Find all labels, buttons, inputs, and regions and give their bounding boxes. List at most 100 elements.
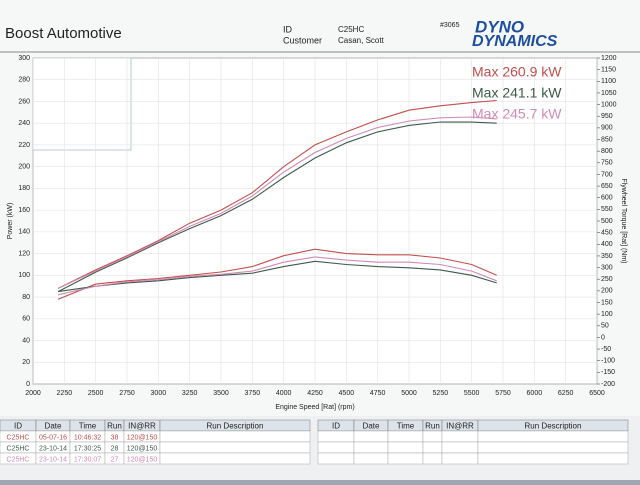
table-header: Run Description [207, 422, 264, 431]
table-cell-text: C25HC [7, 434, 30, 441]
y-tick-label: 0 [26, 381, 30, 388]
y2-tick-label: 950 [601, 113, 613, 120]
table-header: Date [363, 422, 380, 431]
table-cell [387, 441, 424, 454]
torque-line [57, 256, 497, 296]
y2-tick-label: 1100 [601, 78, 616, 85]
y2-tick-label: 250 [601, 276, 613, 283]
y2-tick-label: 600 [601, 195, 613, 202]
table-cell [317, 430, 355, 443]
power-line [57, 116, 497, 289]
y-tick-label: 20 [22, 359, 30, 366]
y-tick-label: 80 [22, 294, 30, 301]
y2-tick-label: 350 [601, 253, 613, 260]
table-header: ID [332, 422, 340, 431]
y2-tick-label: 750 [601, 160, 613, 167]
torque-line [57, 248, 497, 300]
max-annotation: Max 245.7 kW [472, 106, 562, 122]
table-cell-text: 28 [111, 445, 119, 452]
x-tick-label: 6500 [589, 390, 605, 397]
y2-tick-label: 150 [601, 299, 613, 306]
x-tick-label: 3000 [151, 390, 167, 397]
customer-value: Casan, Scott [338, 36, 385, 45]
power-line [57, 99, 497, 289]
logo-bottom: DYNAMICS [472, 33, 558, 50]
table-cell-text: 120@150 [127, 456, 158, 463]
table-cell [441, 452, 479, 465]
x-tick-label: 4500 [339, 390, 355, 397]
y-tick-label: 140 [18, 229, 30, 236]
y2-tick-label: 800 [601, 148, 613, 155]
y2-tick-label: 550 [601, 206, 613, 213]
table-cell [353, 430, 389, 443]
table-cell-text: C25HC [7, 445, 30, 452]
y-axis-label: Power (kW) [7, 203, 14, 240]
table-header: Run [107, 422, 122, 431]
table-header: IN@RR [128, 422, 156, 431]
table-header: Run Description [525, 422, 582, 431]
table-cell [159, 430, 311, 443]
table-cell-text: 17:30:25 [74, 445, 101, 452]
x-tick-label: 4250 [307, 390, 323, 397]
y2-tick-label: 1200 [601, 55, 617, 62]
x-tick-label: 3750 [245, 390, 261, 397]
table-cell [422, 430, 443, 443]
x-tick-label: 2000 [25, 390, 41, 397]
table-cell [353, 441, 389, 454]
y-tick-label: 40 [22, 337, 30, 344]
table-cell-text: 23-10-14 [39, 456, 67, 463]
x-tick-label: 6000 [527, 390, 543, 397]
x-tick-label: 5500 [464, 390, 480, 397]
table-cell [387, 452, 424, 465]
run-info-box [32, 57, 132, 151]
table-cell [422, 452, 443, 465]
x-tick-label: 2500 [88, 390, 104, 397]
table-cell [159, 452, 311, 465]
table-cell-text: 10:46:32 [74, 434, 101, 441]
y2-tick-label: 850 [601, 136, 613, 143]
table-header: IN@RR [446, 422, 474, 431]
table-header: ID [14, 422, 22, 431]
y2-tick-label: 100 [601, 311, 613, 318]
y2-axis-label: Flywheel Torque [Rat] (Nm) [620, 178, 627, 263]
y-tick-label: 120 [18, 250, 30, 257]
x-tick-label: 4750 [370, 390, 386, 397]
y2-tick-label: 500 [601, 218, 613, 225]
id-label: ID [283, 24, 293, 34]
y-tick-label: 300 [18, 55, 30, 62]
table-cell-text: 05-07-16 [39, 434, 67, 441]
y-tick-label: 200 [18, 164, 30, 171]
table-cell [353, 452, 389, 465]
table-cell [159, 441, 311, 454]
x-tick-label: 5750 [495, 390, 511, 397]
y2-tick-label: 1050 [601, 90, 617, 97]
y2-tick-label: 450 [601, 229, 613, 236]
table-cell [422, 441, 443, 454]
table-cell-text: C25HC [7, 456, 30, 463]
y2-tick-label: 650 [601, 183, 613, 190]
table-header: Run [425, 422, 440, 431]
sheet-number: #3065 [440, 22, 460, 29]
x-tick-label: 2750 [119, 390, 135, 397]
x-tick-label: 3250 [182, 390, 198, 397]
y2-tick-label: 300 [601, 264, 613, 271]
table-cell [317, 452, 355, 465]
y2-tick-label: 400 [601, 241, 613, 248]
table-cell [477, 441, 629, 454]
x-tick-label: 6250 [558, 390, 574, 397]
x-axis-label: Engine Speed [Rat] (rpm) [275, 404, 354, 411]
x-tick-label: 5000 [401, 390, 417, 397]
table-cell-text: 17:30:07 [74, 456, 101, 463]
y2-tick-label: -50 [601, 346, 611, 353]
table-cell [477, 452, 629, 465]
torque-line [58, 260, 497, 293]
table-cell [441, 441, 479, 454]
y-tick-label: 220 [18, 142, 30, 149]
id-value: C25HC [338, 25, 364, 34]
y2-tick-label: 900 [601, 125, 613, 132]
table-header: Date [45, 422, 62, 431]
x-tick-label: 2250 [57, 390, 73, 397]
y2-tick-label: 50 [601, 323, 609, 330]
